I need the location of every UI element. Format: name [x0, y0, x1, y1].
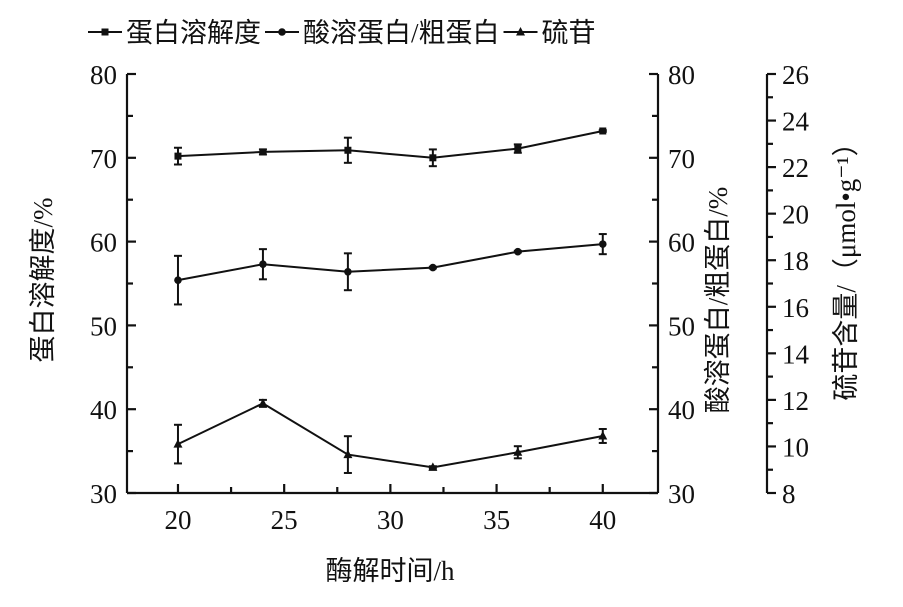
data-point	[599, 127, 607, 135]
right2-tick-label: 22	[782, 153, 809, 183]
data-point	[344, 267, 352, 276]
x-axis-title: 酶解时间/h	[325, 556, 455, 586]
right2-tick-label: 24	[782, 107, 810, 137]
data-point	[598, 430, 608, 440]
x-tick-label: 35	[483, 505, 510, 535]
right2-tick-label: 12	[782, 386, 809, 416]
right1-tick-label: 50	[668, 311, 695, 341]
series-line	[177, 402, 603, 469]
right1-tick-label: 60	[668, 228, 695, 258]
legend: 蛋白溶解度 酸溶蛋白/粗蛋白 硫苷	[88, 18, 596, 48]
right2-tick-label: 14	[782, 339, 810, 369]
x-tick-label: 30	[377, 505, 404, 535]
legend-label: 蛋白溶解度	[126, 18, 261, 48]
data-point	[514, 145, 522, 153]
legend-marker	[278, 28, 286, 36]
x-tick-label: 40	[589, 505, 616, 535]
left-axis-title: 蛋白溶解度/%	[28, 198, 58, 363]
right2-tick-label: 8	[782, 479, 796, 509]
data-point	[343, 449, 353, 459]
series-1	[173, 127, 607, 168]
left-tick-label: 40	[90, 395, 117, 425]
legend-label: 硫苷	[542, 18, 596, 48]
left-tick-label: 30	[90, 479, 117, 509]
data-point	[513, 447, 523, 456]
data-point	[258, 398, 268, 407]
data-point	[428, 462, 438, 471]
left-tick-label: 70	[90, 144, 117, 174]
data-point	[174, 152, 182, 160]
right1-tick-label: 40	[668, 395, 695, 425]
right2-tick-label: 20	[782, 200, 809, 230]
right2-axis-title: 硫苷含量/（μmol•g⁻¹）	[831, 129, 861, 400]
right2-tick-label: 10	[782, 432, 809, 462]
data-point	[173, 439, 183, 448]
series-2	[173, 233, 607, 306]
series-3	[173, 398, 608, 474]
right1-tick-label: 30	[668, 479, 695, 509]
legend-marker	[516, 27, 526, 36]
x-tick-label: 20	[164, 505, 191, 535]
series-line	[177, 243, 603, 282]
right1-axis-title: 酸溶蛋白/粗蛋白/%	[703, 187, 733, 414]
data-point	[514, 247, 522, 256]
data-point	[429, 154, 437, 162]
data-point	[174, 276, 182, 284]
left-tick-label: 50	[90, 311, 117, 341]
data-point	[429, 263, 437, 272]
data-point	[598, 240, 607, 248]
right2-tick-label: 18	[782, 246, 809, 276]
right2-tick-label: 26	[782, 60, 809, 90]
data-point	[259, 148, 267, 156]
right2-tick-label: 16	[782, 293, 809, 323]
x-tick-label: 25	[271, 505, 298, 535]
data-marks	[173, 127, 608, 474]
data-point	[344, 146, 352, 154]
left-tick-label: 80	[90, 60, 117, 90]
series-line	[177, 130, 603, 159]
right1-tick-label: 80	[668, 60, 695, 90]
right1-tick-label: 70	[668, 144, 695, 174]
data-point	[259, 260, 267, 269]
axes: 20 25 30 35 40 30 40 50 60 70 80 30 40 50 60 70 80 8 10 12 1…	[90, 60, 810, 535]
legend-marker	[101, 28, 109, 36]
left-tick-label: 60	[90, 228, 117, 258]
legend-label: 酸溶蛋白/粗蛋白	[303, 18, 500, 48]
